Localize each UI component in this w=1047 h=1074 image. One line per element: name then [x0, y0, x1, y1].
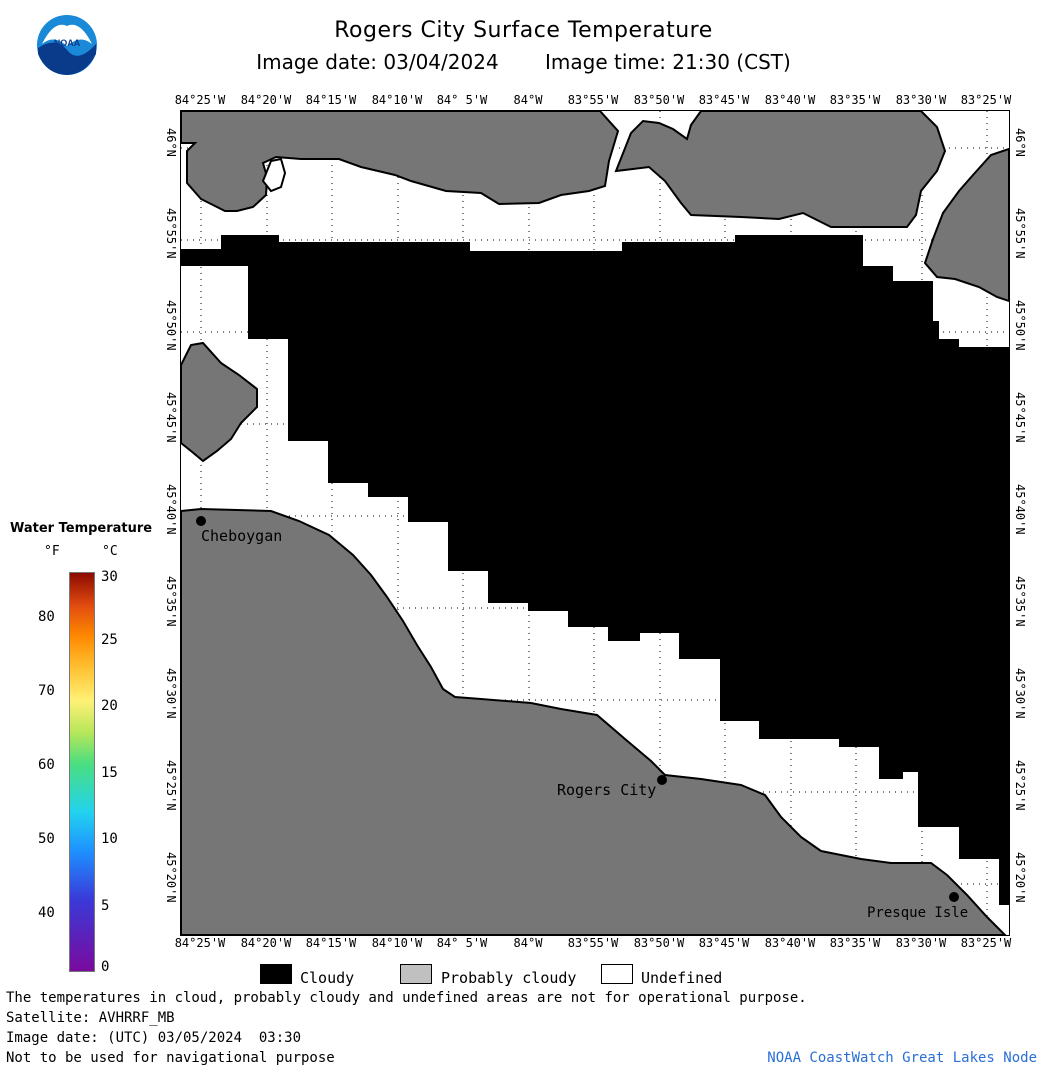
rogers-city-marker[interactable] [657, 775, 667, 785]
cloud-area [181, 235, 1009, 905]
colorbar-unit-f: °F [44, 544, 60, 559]
c-tick: 10 [101, 831, 118, 847]
c-tick: 30 [101, 569, 118, 585]
f-tick: 60 [38, 757, 55, 773]
town-markers [196, 516, 959, 902]
lon-label: 83°40'W [764, 936, 816, 950]
lat-label: 45°45'N [1013, 392, 1027, 443]
lon-label: 84°W [513, 93, 543, 107]
image-date: Image date: 03/04/2024 [256, 50, 499, 74]
lat-label: 45°45'N [164, 392, 178, 443]
colorbar-unit-c: °C [102, 544, 118, 559]
lon-label: 83°25'W [960, 936, 1012, 950]
lon-label: 84°10'W [371, 936, 423, 950]
legend-cloudy-label: Cloudy [300, 969, 355, 987]
lat-label: 45°30'N [1013, 668, 1027, 719]
lat-label: 45°25'N [1013, 760, 1027, 811]
lon-label: 84°15'W [305, 93, 357, 107]
lat-label: 46°N [164, 128, 178, 157]
lat-label: 45°50'N [1013, 300, 1027, 351]
lat-label: 45°40'N [1013, 484, 1027, 535]
c-tick: 5 [101, 898, 110, 914]
colorbar-title: Water Temperature [10, 521, 153, 536]
c-tick: 20 [101, 698, 118, 714]
image-datetime: Image date: 03/04/2024 Image time: 21:30… [0, 50, 1047, 74]
lon-label: 83°55'W [567, 936, 619, 950]
footer-utc-date: Image date: (UTC) 03/05/2024 03:30 [6, 1030, 302, 1046]
label-presque-isle: Presque Isle [867, 905, 969, 921]
lon-label: 84°15'W [305, 936, 357, 950]
label-cheboygan: Cheboygan [201, 527, 283, 545]
logo-text: NOAA [54, 38, 81, 48]
lat-label: 45°20'N [164, 852, 178, 903]
presque-isle-marker[interactable] [949, 892, 959, 902]
colorbar [69, 572, 95, 972]
land-bois-blanc-area [181, 111, 620, 212]
lon-label: 83°35'W [829, 936, 881, 950]
lat-label: 45°55'N [164, 208, 178, 259]
footer-credit[interactable]: NOAA CoastWatch Great Lakes Node [767, 1050, 1037, 1066]
c-tick: 25 [101, 632, 118, 648]
map-panel[interactable]: Cheboygan Rogers City Presque Isle [180, 110, 1010, 936]
f-tick: 70 [38, 683, 55, 699]
lon-label: 83°35'W [829, 93, 881, 107]
land-areas [181, 111, 1009, 935]
lon-label: 83°30'W [895, 93, 947, 107]
lon-label: 84°20'W [240, 936, 292, 950]
lat-label: 46°N [1013, 128, 1027, 157]
lon-label: 83°25'W [960, 93, 1012, 107]
f-tick: 50 [38, 831, 55, 847]
lon-label: 83°30'W [895, 936, 947, 950]
lon-label: 84° 5'W [436, 93, 488, 107]
lon-label: 83°50'W [633, 93, 685, 107]
footer-satellite: Satellite: AVHRRF_MB [6, 1010, 175, 1026]
legend-probably-cloudy-swatch [400, 964, 432, 984]
lon-label: 83°45'W [698, 93, 750, 107]
map-svg [181, 111, 1009, 935]
lat-label: 45°30'N [164, 668, 178, 719]
land-east-point [923, 147, 1009, 303]
lon-label: 84°20'W [240, 93, 292, 107]
label-rogers-city: Rogers City [557, 781, 657, 799]
footer-note: The temperatures in cloud, probably clou… [6, 990, 807, 1006]
c-tick: 15 [101, 765, 118, 781]
lon-label: 84°10'W [371, 93, 423, 107]
legend-undefined-swatch [601, 964, 633, 984]
lat-label: 45°20'N [1013, 852, 1027, 903]
c-tick: 0 [101, 959, 110, 975]
f-tick: 40 [38, 905, 55, 921]
f-tick: 80 [38, 609, 55, 625]
legend-undefined-label: Undefined [641, 969, 723, 987]
lat-label: 45°40'N [164, 484, 178, 535]
inland-lake [261, 157, 287, 193]
lon-label: 83°55'W [567, 93, 619, 107]
noaa-logo: NOAA [36, 14, 98, 76]
cheboygan-marker[interactable] [196, 516, 206, 526]
page-title: Rogers City Surface Temperature [334, 18, 713, 43]
lon-label: 83°40'W [764, 93, 816, 107]
land-drummond-area [614, 111, 947, 228]
lat-label: 45°35'N [1013, 576, 1027, 627]
lat-label: 45°55'N [1013, 208, 1027, 259]
lon-label: 84°W [513, 936, 543, 950]
lat-label: 45°35'N [164, 576, 178, 627]
legend-cloudy-swatch [260, 964, 292, 984]
lon-label: 83°45'W [698, 936, 750, 950]
lon-label: 84°25'W [174, 936, 226, 950]
lat-label: 45°50'N [164, 300, 178, 351]
footer-nav-warning: Not to be used for navigational purpose [6, 1050, 335, 1066]
land-bois-blanc-island [181, 341, 258, 463]
legend-probably-cloudy-label: Probably cloudy [441, 969, 577, 987]
lon-label: 83°50'W [633, 936, 685, 950]
image-time: Image time: 21:30 (CST) [545, 50, 791, 74]
land-mainland [181, 507, 1007, 935]
lon-label: 84° 5'W [436, 936, 488, 950]
lat-label: 45°25'N [164, 760, 178, 811]
lon-label: 84°25'W [174, 93, 226, 107]
